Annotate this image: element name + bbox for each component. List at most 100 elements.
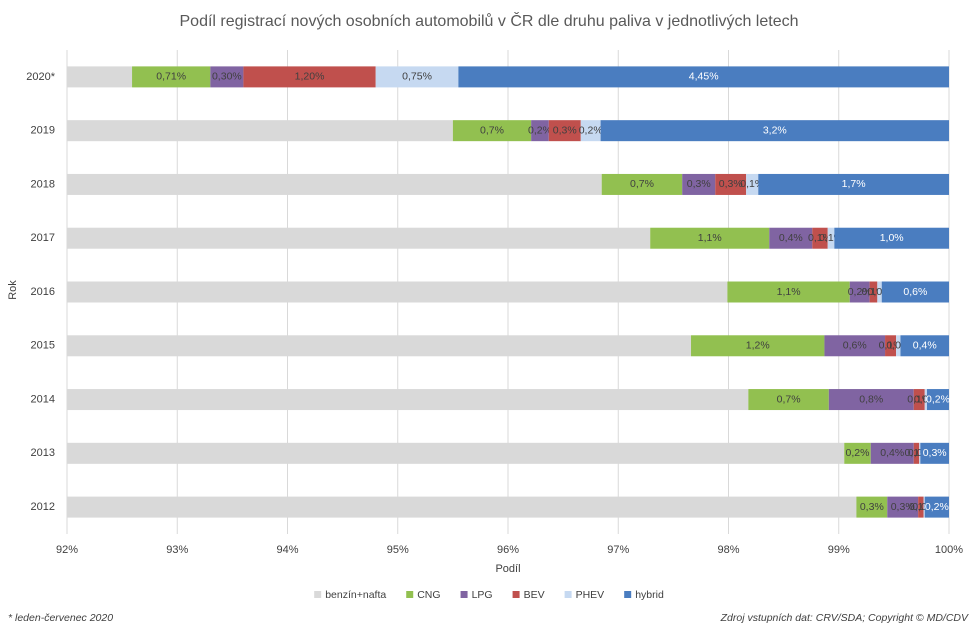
bar-segment [856,496,888,518]
data-label: 0,3% [860,501,884,513]
bar-segment [210,66,244,88]
y-tick-label: 2017 [31,232,55,244]
data-label: 0,7% [480,124,504,136]
legend-label: LPG [472,589,493,601]
data-label: 0,6% [903,286,927,298]
bar-segment [919,442,921,464]
bar-segment [870,442,914,464]
bar-segment [769,227,813,249]
legend-label: benzín+nafta [325,589,386,601]
data-label: 1,2% [746,340,770,352]
bar-segment [828,389,914,411]
data-label: 0,7% [630,178,654,190]
bar-segment [885,335,897,357]
legend-swatch [624,591,632,598]
x-tick-label: 99% [828,544,850,556]
data-label: 0,4% [779,232,803,244]
data-label: 1,20% [295,71,325,83]
x-tick-label: 93% [166,544,188,556]
legend-label: CNG [417,589,440,601]
bar-segment [375,66,459,88]
bar-segment [67,173,602,195]
bar-segment [650,227,770,249]
legend-swatch [406,591,414,598]
data-label: 1,1% [698,232,722,244]
data-label: 1,0% [880,232,904,244]
data-label: 0,2% [926,393,950,405]
data-label: 4,45% [689,71,719,83]
data-label: 0,2% [528,124,552,136]
bar-segment [758,173,949,195]
source-note: Zdroj vstupních dat: CRV/SDA; Copyright … [720,612,969,624]
x-tick-label: 92% [56,544,78,556]
data-label: 0,1% [909,501,933,513]
legend-swatch [564,591,572,598]
data-label: 0,2% [925,501,949,513]
data-label: 0,71% [156,71,186,83]
bar-segment [682,173,716,195]
y-tick-label: 2014 [31,393,55,405]
y-tick-label: 2018 [31,178,55,190]
x-tick-label: 96% [497,544,519,556]
data-label: 0,7% [777,393,801,405]
data-label: 0,4% [913,340,937,352]
data-label: 0,1% [808,232,832,244]
legend-swatch [314,591,322,598]
bar-segment [580,120,601,142]
bar-segment [913,389,925,411]
legend-label: hybrid [635,589,664,601]
bar-segment [926,389,949,411]
x-tick-label: 97% [607,544,629,556]
bar-segment [887,496,919,518]
legend-swatch [460,591,468,598]
bar-segment [67,442,845,464]
bar-segment [531,120,549,142]
y-tick-label: 2016 [31,286,55,298]
data-label: 0,3% [687,178,711,190]
bar-segment [881,281,949,303]
data-label: 0,2% [848,286,872,298]
y-tick-label: 2020* [26,71,55,83]
data-label: 0,2% [579,124,603,136]
bar-segment [67,496,857,518]
bar-segment [869,281,878,303]
legend-label: BEV [524,589,545,601]
data-label: 0,3% [923,447,947,459]
footnote: * leden-červenec 2020 [8,612,113,624]
bar-segment [896,335,901,357]
bar-segment [920,442,949,464]
data-label: 0,4% [880,447,904,459]
bar-segment [877,281,882,303]
y-tick-label: 2012 [31,501,55,513]
y-axis-label: Rok [7,280,19,300]
chart-title: Podíl registrací nových osobních automob… [180,11,799,30]
bar-segment [691,335,825,357]
legend-label: PHEV [576,589,605,601]
bar-segment [243,66,376,88]
bar-segment [827,227,835,249]
bar-segment [132,66,211,88]
x-tick-label: 98% [717,544,739,556]
legend-swatch [512,591,520,598]
x-tick-label: 94% [276,544,298,556]
bar-segment [834,227,949,249]
bar-segment [548,120,581,142]
data-label: 3,2% [763,124,787,136]
data-label: 0,1% [740,178,764,190]
bar-segment [458,66,949,88]
bar-segment [727,281,850,303]
x-tick-label: 95% [387,544,409,556]
data-label: 0,30% [212,71,242,83]
y-tick-label: 2019 [31,125,55,137]
data-label: 0,3% [553,124,577,136]
bar-segment [923,496,925,518]
bar-segment [900,335,949,357]
bar-segment [924,496,949,518]
bar-segment [924,389,927,411]
bar-segment [67,227,651,249]
bar-segment [67,335,692,357]
bar-segment [67,281,728,303]
bar-segment [67,120,453,142]
x-tick-label: 100% [935,544,963,556]
